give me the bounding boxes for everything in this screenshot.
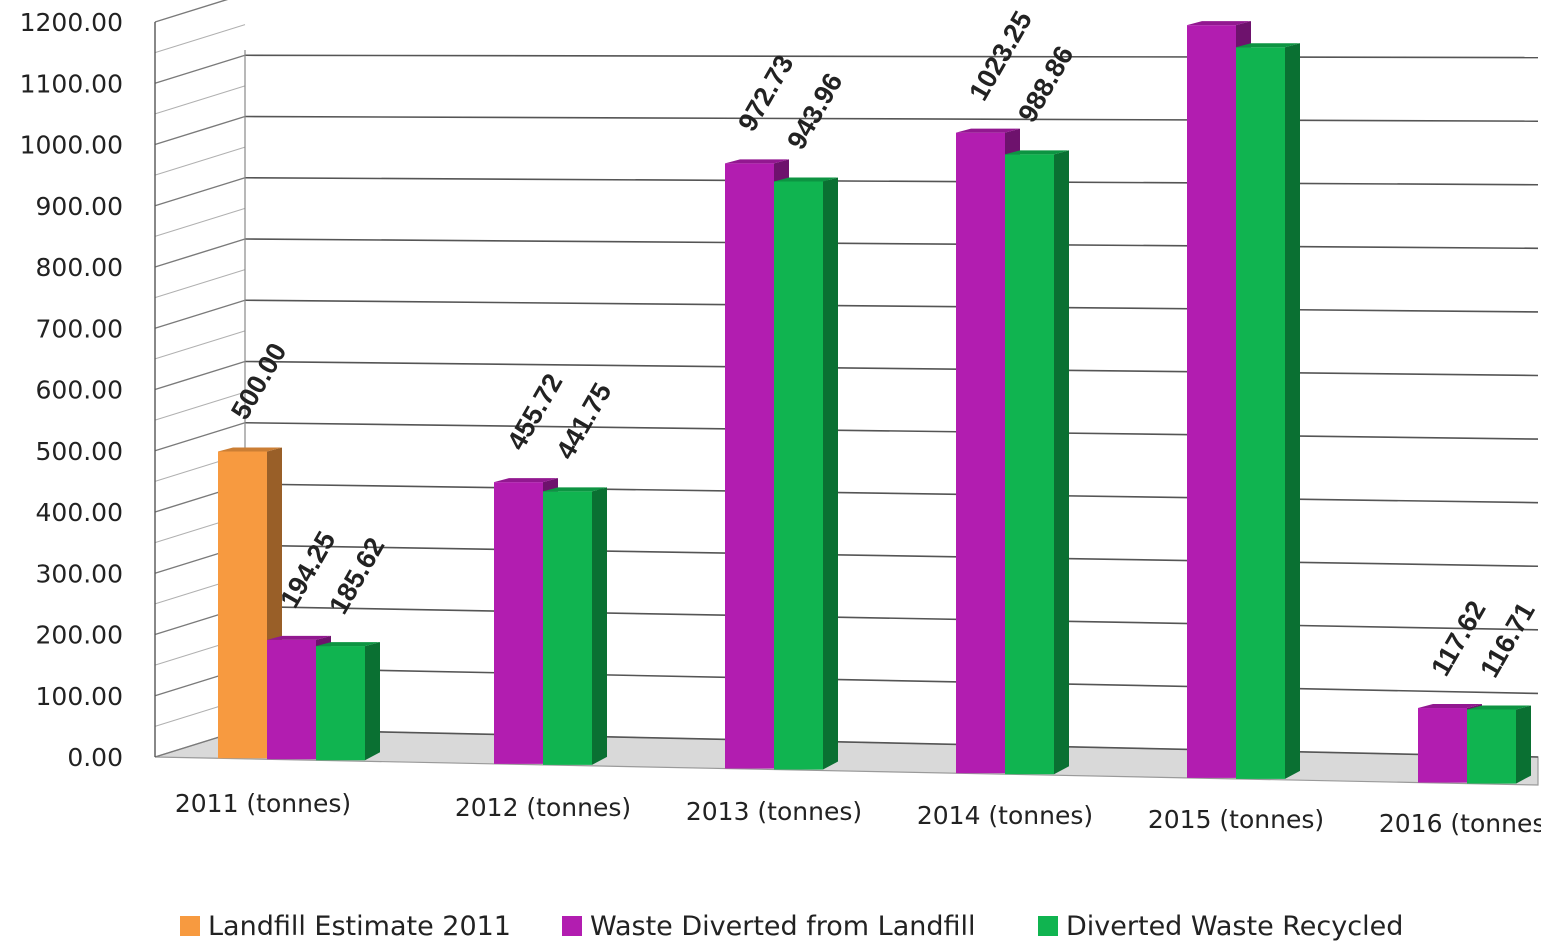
legend-swatch	[562, 916, 582, 936]
y-tick-label: 1000.00	[20, 131, 123, 160]
gridline	[244, 54, 1539, 59]
bar-side	[592, 487, 607, 765]
gridline-minor	[154, 330, 246, 360]
bar-top	[956, 128, 1020, 133]
x-category-label: 2013 (tonnes)	[686, 797, 862, 826]
gridline-side	[154, 177, 246, 207]
bar-top	[1467, 705, 1531, 710]
gridline	[244, 299, 1539, 313]
gridline-side	[154, 54, 246, 84]
bar	[543, 491, 592, 765]
gridline	[244, 605, 1539, 631]
legend-label: Landfill Estimate 2011	[208, 911, 511, 942]
gridline	[244, 115, 1539, 122]
gridline-side	[154, 238, 246, 268]
x-category-label: 2014 (tonnes)	[917, 801, 1093, 830]
data-label: 988.86	[1012, 41, 1079, 128]
gridline-side	[154, 360, 246, 391]
x-category-label: 2012 (tonnes)	[455, 793, 631, 822]
gridline	[244, 421, 1539, 440]
y-tick-label: 600.00	[36, 376, 123, 405]
bar	[1418, 708, 1467, 783]
bar	[956, 132, 1005, 774]
y-tick-label: 1100.00	[20, 69, 123, 98]
x-category-label: 2015 (tonnes)	[1148, 805, 1324, 834]
x-axis-categories: 2011 (tonnes) 2012 (tonnes) 2013 (tonnes) 2…	[175, 789, 1541, 838]
bar	[1467, 709, 1516, 784]
gridline	[244, 666, 1539, 695]
y-tick-label: 300.00	[36, 559, 123, 588]
gridline-minor	[154, 207, 246, 237]
gridline	[244, 544, 1539, 568]
bar	[494, 482, 543, 764]
gridline-side	[154, 0, 229, 23]
chart-bars	[218, 21, 1531, 784]
gridline-minor	[154, 269, 246, 299]
bar-side	[823, 177, 838, 770]
bar-top	[494, 478, 558, 483]
bar	[725, 163, 774, 769]
bar-top	[543, 487, 607, 492]
gridline-side	[154, 299, 246, 329]
gridline	[244, 238, 1539, 250]
data-label: 500.00	[225, 338, 292, 425]
legend-label: Diverted Waste Recycled	[1066, 911, 1403, 942]
bar-side	[1285, 43, 1300, 779]
bar	[1187, 25, 1236, 778]
legend-swatch	[180, 916, 200, 936]
y-tick-label: 400.00	[36, 498, 123, 527]
bar	[267, 639, 316, 760]
legend-item: Waste Diverted from Landfill	[562, 911, 976, 942]
bar-top	[774, 177, 838, 182]
gridline-side	[154, 422, 246, 452]
y-tick-label: 500.00	[36, 437, 123, 466]
legend-swatch	[1038, 916, 1058, 936]
bar-top	[316, 642, 380, 647]
y-axis-ticks: 0.00 100.00 200.00 300.00 400.00 500.00 600.00…	[20, 8, 123, 772]
gridline-minor	[154, 85, 246, 115]
gridline-side	[154, 115, 246, 146]
legend-item: Diverted Waste Recycled	[1038, 911, 1403, 942]
gridline	[244, 176, 1539, 186]
bar-side	[1516, 705, 1531, 784]
legend-item: Landfill Estimate 2011	[180, 911, 511, 942]
y-tick-label: 200.00	[36, 621, 123, 650]
gridline	[244, 360, 1539, 377]
bar-top	[1005, 150, 1069, 155]
y-tick-label: 800.00	[36, 253, 123, 282]
bar	[774, 181, 823, 770]
chart-gridlines	[154, 0, 1539, 758]
legend-label: Waste Diverted from Landfill	[590, 911, 976, 942]
y-tick-label: 700.00	[36, 314, 123, 343]
y-tick-label: 1200.00	[20, 8, 123, 37]
bar-top	[1236, 43, 1300, 48]
data-labels: 500.00194.25185.62455.72441.75972.73943.…	[225, 6, 1541, 682]
gridline	[244, 728, 1539, 758]
bar-top	[1187, 21, 1251, 26]
bar-top	[725, 159, 789, 164]
gridline-minor	[154, 24, 246, 54]
gridline-minor	[154, 146, 246, 176]
bar	[218, 451, 267, 759]
bar-top	[267, 635, 331, 640]
data-label: 943.96	[781, 68, 848, 155]
bar-side	[365, 642, 380, 761]
bar	[1236, 47, 1285, 779]
y-tick-label: 100.00	[36, 682, 123, 711]
x-category-label: 2016 (tonnes)	[1379, 809, 1541, 838]
x-category-label: 2011 (tonnes)	[175, 789, 351, 818]
y-tick-label: 900.00	[36, 192, 123, 221]
gridline-minor	[154, 391, 246, 421]
bar	[1005, 154, 1054, 775]
chart-legend: Landfill Estimate 2011 Waste Diverted fro…	[180, 911, 1403, 942]
bar-side	[1054, 150, 1069, 775]
y-tick-label: 0.00	[67, 743, 123, 772]
bar-top	[1418, 704, 1482, 709]
bar	[316, 646, 365, 761]
bar-top	[218, 447, 282, 452]
gridline	[244, 483, 1539, 504]
